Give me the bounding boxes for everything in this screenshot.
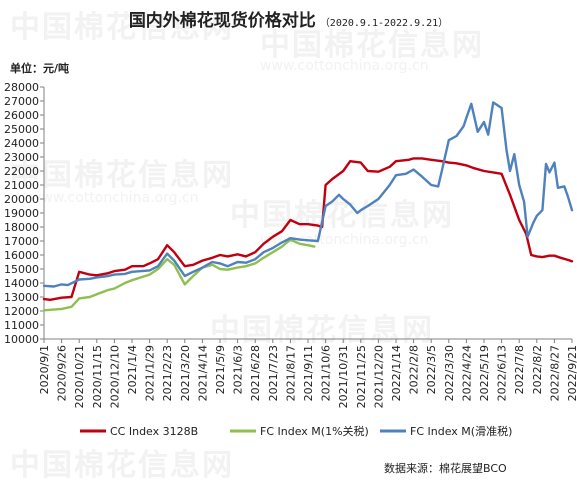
y-tick-label: 24000: [4, 137, 39, 150]
x-tick-label: 2022/2/8: [408, 345, 421, 394]
axes: 1000011000120001300014000150001600017000…: [4, 81, 577, 408]
series-line-1: [42, 157, 574, 301]
x-tick-label: 2022/3/30: [443, 345, 456, 401]
y-tick-label: 11000: [4, 319, 39, 332]
x-tick-label: 2020/9/1: [38, 345, 51, 394]
x-tick-label: 2022/7/8: [513, 345, 526, 394]
chart-subtitle: （2020.9.1-2022.9.21）: [319, 18, 449, 29]
y-tick-label: 19000: [4, 207, 39, 220]
y-tick-label: 25000: [4, 123, 39, 136]
x-tick-label: 2020/11/15: [91, 345, 104, 408]
y-tick-label: 27000: [4, 95, 39, 108]
y-tick-label: 12000: [4, 305, 39, 318]
y-tick-label: 22000: [4, 165, 39, 178]
y-tick-label: 26000: [4, 109, 39, 122]
chart-title: 国内外棉花现货价格对比: [128, 11, 316, 31]
x-tick-label: 2021/11/25: [355, 345, 368, 408]
series-line-2: [42, 238, 316, 312]
y-tick-label: 18000: [4, 221, 39, 234]
legend-label: FC Index M(滑准税): [410, 424, 512, 438]
x-tick-label: 2020/12/10: [108, 345, 121, 408]
legend-label: FC Index M(1%关税): [260, 424, 369, 438]
y-tick-label: 21000: [4, 179, 39, 192]
x-tick-label: 2021/9/11: [302, 345, 315, 401]
x-tick-label: 2021/3/20: [179, 345, 192, 401]
y-unit-label: 单位：元/吨: [10, 62, 70, 75]
y-tick-label: 13000: [4, 291, 39, 304]
x-tick-label: 2021/6/28: [249, 345, 262, 401]
chart-title-block: 国内外棉花现货价格对比 （2020.9.1-2022.9.21）: [0, 6, 577, 31]
y-tick-label: 14000: [4, 277, 39, 290]
x-tick-label: 2022/9/21: [566, 345, 577, 401]
x-tick-label: 2020/9/26: [56, 345, 69, 401]
x-tick-label: 2021/10/6: [320, 345, 333, 401]
x-tick-label: 2021/5/9: [214, 345, 227, 394]
x-tick-label: 2022/3/5: [425, 345, 438, 394]
legend-label: CC Index 3128B: [110, 425, 198, 438]
x-tick-label: 2021/4/14: [196, 345, 209, 401]
x-tick-label: 2022/4/24: [460, 345, 473, 401]
x-tick-label: 2021/1/29: [144, 345, 157, 401]
y-tick-label: 16000: [4, 249, 39, 262]
x-tick-label: 2020/10/21: [73, 345, 86, 408]
x-tick-label: 2021/12/20: [372, 345, 385, 408]
x-tick-label: 2021/2/23: [161, 345, 174, 401]
x-tick-label: 2022/1/14: [390, 345, 403, 401]
y-tick-label: 20000: [4, 193, 39, 206]
x-tick-label: 2022/6/13: [496, 345, 509, 401]
source-note: 数据来源：棉花展望BCO: [384, 462, 507, 475]
x-tick-label: 2021/7/23: [267, 345, 280, 401]
series-line-3: [42, 101, 574, 288]
y-tick-label: 23000: [4, 151, 39, 164]
x-tick-label: 2022/5/19: [478, 345, 491, 401]
x-tick-label: 2022/8/2: [531, 345, 544, 394]
series-lines: [42, 101, 574, 312]
x-tick-label: 2021/10/31: [337, 345, 350, 408]
x-tick-label: 2021/1/4: [126, 345, 139, 394]
y-tick-label: 17000: [4, 235, 39, 248]
y-tick-label: 10000: [4, 333, 39, 346]
x-tick-label: 2021/6/3: [232, 345, 245, 394]
x-tick-label: 2022/8/27: [548, 345, 561, 401]
legend: CC Index 3128B FC Index M(1%关税) FC Index M…: [80, 424, 512, 438]
y-tick-label: 15000: [4, 263, 39, 276]
y-tick-label: 28000: [4, 81, 39, 94]
x-tick-label: 2021/8/17: [284, 345, 297, 401]
